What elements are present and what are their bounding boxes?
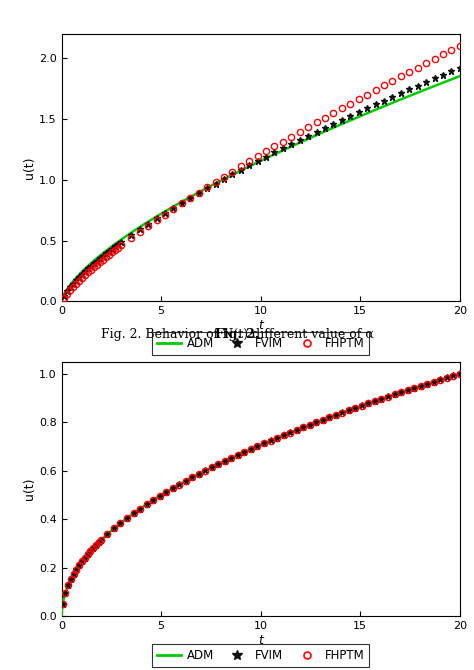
Text: Fig. 2. Behavior of N(t) different value of α: Fig. 2. Behavior of N(t) different value… — [100, 328, 374, 341]
X-axis label: t: t — [258, 634, 263, 647]
Y-axis label: u(t): u(t) — [23, 156, 36, 179]
Legend: ADM, FVIM, FHPTM: ADM, FVIM, FHPTM — [152, 644, 369, 667]
Text: Fig. 2.: Fig. 2. — [215, 328, 259, 341]
Y-axis label: u(t): u(t) — [23, 478, 36, 500]
X-axis label: t: t — [258, 319, 263, 332]
Legend: ADM, FVIM, FHPTM: ADM, FVIM, FHPTM — [152, 332, 369, 354]
